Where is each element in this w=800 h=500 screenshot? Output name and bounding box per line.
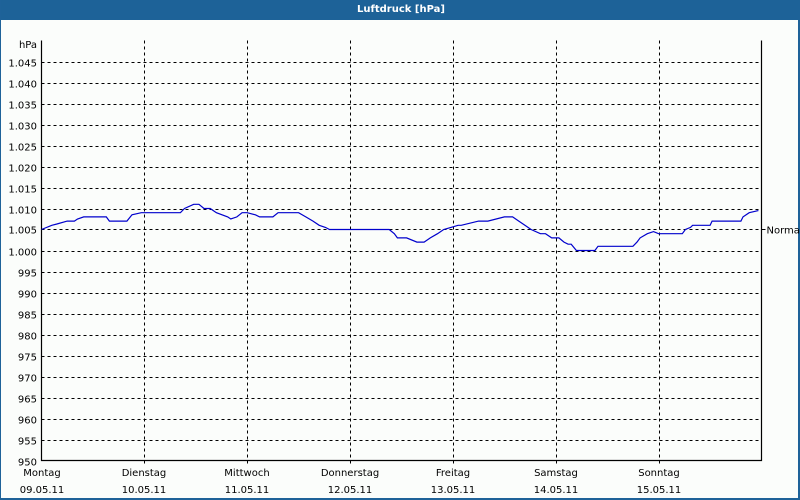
y-tick-label: 1.045 [8, 59, 37, 70]
x-tick-date: 09.05.11 [20, 485, 65, 496]
x-tick-day: Mittwoch [224, 468, 269, 479]
x-tick-day: Samstag [534, 468, 578, 479]
y-tick-label: 1.010 [8, 206, 37, 217]
x-tick-day: Donnerstag [321, 468, 379, 479]
x-tick-date: 14.05.11 [534, 485, 579, 496]
pressure-series-line [41, 203, 759, 252]
y-tick-label: 965 [18, 395, 37, 406]
y-tick-label: 970 [18, 374, 37, 385]
x-tick-date: 15.05.11 [637, 485, 682, 496]
x-tick-date: 13.05.11 [431, 485, 476, 496]
normal-label: Normal [767, 226, 800, 237]
y-tick-label: 1.025 [8, 143, 37, 154]
y-tick-label: 985 [18, 311, 37, 322]
x-tick-day: Sonntag [638, 468, 680, 479]
y-tick-label: 1.040 [8, 80, 37, 91]
plot-frame [40, 40, 763, 462]
y-tick-label: 1.000 [8, 248, 37, 259]
y-tick-label: 990 [18, 290, 37, 301]
y-axis-unit: hPa [19, 40, 37, 51]
y-tick-label: 1.020 [8, 164, 37, 175]
y-tick-label: 950 [18, 458, 37, 469]
y-tick-label: 995 [18, 269, 37, 280]
x-tick-date: 12.05.11 [328, 485, 373, 496]
x-tick-date: 11.05.11 [225, 485, 270, 496]
y-tick-label: 960 [18, 416, 37, 427]
x-tick-date: 10.05.11 [122, 485, 167, 496]
y-tick-label: 1.015 [8, 185, 37, 196]
y-tick-label: 1.035 [8, 101, 37, 112]
y-tick-label: 980 [18, 332, 37, 343]
y-tick-label: 955 [18, 437, 37, 448]
y-tick-label: 1.030 [8, 122, 37, 133]
window-title: Luftdruck [hPa] [1, 0, 800, 20]
x-tick-day: Dienstag [122, 468, 167, 479]
y-tick-label: 1.005 [8, 226, 37, 237]
y-tick-label: 975 [18, 353, 37, 364]
x-tick-day: Montag [23, 468, 60, 479]
x-tick-day: Freitag [436, 468, 470, 479]
